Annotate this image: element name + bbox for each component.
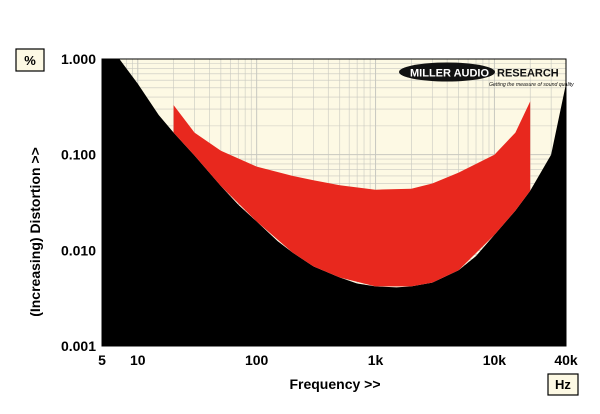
- logo-brand-left: MILLER AUDIO: [410, 68, 489, 80]
- y-tick-label: 1.000: [61, 51, 96, 67]
- logo-ellipse: [399, 62, 495, 82]
- x-tick-label: 1k: [368, 352, 384, 368]
- x-axis-title: Frequency >>: [289, 376, 380, 392]
- threshold-area: [102, 59, 566, 346]
- x-tick-label: 5: [98, 352, 106, 368]
- logo: MILLER AUDIO RESEARCH Getting the measur…: [399, 62, 574, 88]
- plot-frame: [101, 58, 567, 347]
- y-tick-label: 0.100: [61, 147, 96, 163]
- x-tick-label: 100: [245, 352, 269, 368]
- logo-tagline: Getting the measure of sound quality: [489, 82, 574, 88]
- y-axis-title: (Increasing) Distortion >>: [27, 147, 43, 317]
- distortion-band-area: [173, 101, 531, 287]
- x-unit-box: Hz: [547, 373, 579, 396]
- chart-areas: [102, 59, 566, 346]
- x-unit-label: Hz: [555, 377, 571, 392]
- x-tick-label: 10: [130, 352, 146, 368]
- y-unit-box: %: [15, 48, 45, 72]
- y-unit-label: %: [24, 53, 36, 68]
- logo-brand-right: RESEARCH: [497, 68, 559, 80]
- y-tick-label: 0.001: [61, 338, 96, 354]
- y-tick-label: 0.010: [61, 242, 96, 258]
- x-tick-label: 10k: [483, 352, 507, 368]
- x-tick-label: 40k: [554, 352, 578, 368]
